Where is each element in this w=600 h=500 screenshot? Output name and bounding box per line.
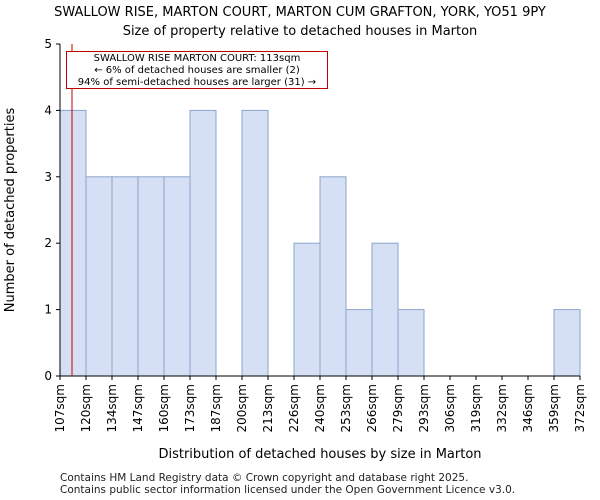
x-tick-label-173sqm: 173sqm [183,384,197,432]
x-tick-label-226sqm: 226sqm [287,384,301,432]
bar-107sqm [59,109,87,377]
x-tick-label-359sqm: 359sqm [547,384,561,432]
x-tick-label-134sqm: 134sqm [105,384,119,432]
chart-title-block: SWALLOW RISE, MARTON COURT, MARTON CUM G… [0,3,600,41]
x-tick-label-200sqm: 200sqm [235,384,249,432]
x-tick-label-279sqm: 279sqm [391,384,405,432]
bar-253sqm [345,309,373,377]
y-tick-label-0: 0 [44,369,52,383]
x-tick-label-346sqm: 346sqm [521,384,535,432]
bar-173sqm [189,109,217,377]
chart-subtitle: Size of property relative to detached ho… [122,24,478,39]
bar-240sqm [319,176,347,377]
x-tick-label-120sqm: 120sqm [79,384,93,432]
x-tick-label-187sqm: 187sqm [209,384,223,432]
annotation-line-1: SWALLOW RISE MARTON COURT: 113sqm [93,53,301,64]
bar-279sqm [397,309,425,377]
bar-359sqm [553,309,581,377]
x-tick-label-266sqm: 266sqm [365,384,379,432]
annotation-line-2: ← 6% of detached houses are smaller (2) [94,65,300,76]
x-tick-label-253sqm: 253sqm [339,384,353,432]
y-tick-label-3: 3 [44,170,52,184]
x-tick-label-107sqm: 107sqm [53,384,67,432]
x-tick-label-306sqm: 306sqm [443,384,457,432]
y-tick-label-5: 5 [44,37,52,51]
x-tick-label-372sqm: 372sqm [573,384,587,432]
bar-147sqm [137,176,165,377]
y-tick-label-4: 4 [44,103,52,117]
y-axis-title: Number of detached properties [3,108,18,313]
x-tick-label-293sqm: 293sqm [417,384,431,432]
bar-160sqm [163,176,191,377]
x-tick-label-160sqm: 160sqm [157,384,171,432]
bar-120sqm [85,176,113,377]
bar-134sqm [111,176,139,377]
chart-title: SWALLOW RISE, MARTON COURT, MARTON CUM G… [54,5,546,20]
x-tick-label-332sqm: 332sqm [495,384,509,432]
bar-226sqm [293,242,321,377]
x-tick-label-213sqm: 213sqm [261,384,275,432]
x-tick-label-319sqm: 319sqm [469,384,483,432]
footer-line-1: Contains HM Land Registry data © Crown c… [60,472,469,484]
x-axis-title: Distribution of detached houses by size … [158,447,481,462]
footer-attribution: Contains HM Land Registry data © Crown c… [60,472,515,496]
x-tick-label-147sqm: 147sqm [131,384,145,432]
x-tick-label-240sqm: 240sqm [313,384,327,432]
property-annotation-box: SWALLOW RISE MARTON COURT: 113sqm ← 6% o… [66,51,328,89]
annotation-line-3: 94% of semi-detached houses are larger (… [77,77,317,88]
bar-266sqm [371,242,399,377]
y-tick-label-1: 1 [44,303,52,317]
footer-line-2: Contains public sector information licen… [60,484,516,496]
y-tick-label-2: 2 [44,236,52,250]
bar-200sqm [241,109,269,377]
